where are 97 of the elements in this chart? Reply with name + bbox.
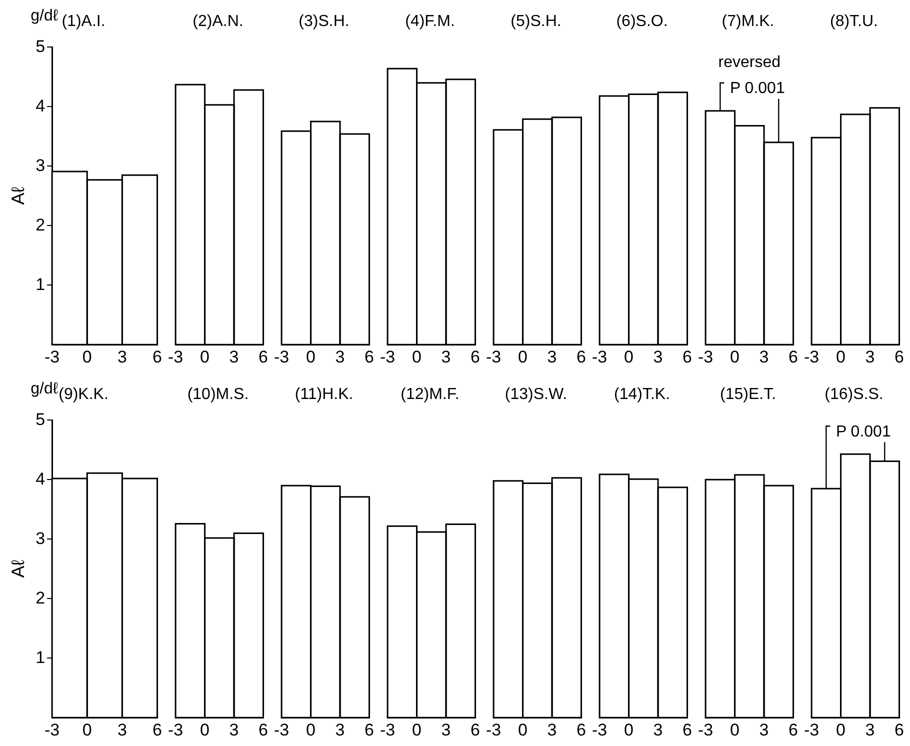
x-tick-label: 0 (412, 347, 422, 366)
text: g/dℓ (30, 380, 58, 398)
x-tick-label: 3 (229, 720, 239, 740)
x-tick-label: 6 (364, 720, 374, 740)
x-tick-label: 0 (624, 720, 634, 740)
x-tick-label: 0 (82, 720, 92, 740)
annotation: P 0.001 (730, 80, 785, 98)
x-tick-label: 6 (576, 347, 586, 366)
x-tick-label: -3 (698, 347, 714, 366)
x-tick-label: 0 (730, 347, 740, 366)
chart-title: (8)T.U. (830, 13, 878, 30)
chart-title: (10)M.S. (187, 386, 249, 404)
x-tick-label: 6 (788, 347, 798, 366)
x-tick-label: 6 (152, 720, 162, 740)
y-tick-label: 3 (36, 528, 46, 548)
y-tick-label: 2 (36, 215, 46, 234)
x-tick-label: 3 (759, 720, 769, 740)
x-tick-label: 6 (576, 720, 586, 740)
x-tick-label: 6 (258, 720, 268, 740)
x-tick-label: -3 (380, 720, 396, 740)
annotation: P 0.001 (836, 424, 891, 441)
x-tick-label: -3 (44, 347, 60, 366)
chart-title: (1)A.I. (62, 13, 106, 30)
x-tick-label: 3 (547, 347, 557, 366)
x-tick-label: 6 (682, 347, 692, 366)
x-tick-label: 3 (441, 347, 451, 366)
x-tick-label: 3 (865, 720, 875, 740)
x-tick-label: 3 (117, 347, 127, 366)
x-tick-label: -3 (592, 720, 608, 740)
x-tick-label: 0 (200, 347, 210, 366)
chart-title: (14)T.K. (614, 386, 670, 404)
chart-title: (5)S.H. (510, 13, 562, 30)
x-tick-label: 0 (518, 347, 528, 366)
x-tick-label: 6 (788, 720, 798, 740)
y-tick-label: 5 (36, 36, 46, 56)
x-tick-label: 3 (653, 347, 663, 366)
x-tick-label: -3 (592, 347, 608, 366)
y-axis-title: Aℓ (8, 560, 28, 578)
chart-title: (2)A.N. (192, 13, 244, 30)
x-tick-label: -3 (44, 720, 60, 740)
x-tick-label: -3 (380, 347, 396, 366)
chart-title: (4)F.M. (405, 13, 455, 30)
x-tick-label: 3 (335, 720, 345, 740)
y-tick-label: 5 (36, 410, 46, 429)
x-tick-label: 6 (682, 720, 692, 740)
x-tick-label: 3 (117, 720, 127, 740)
x-tick-label: 3 (865, 347, 875, 366)
x-tick-label: -3 (804, 720, 820, 740)
x-tick-label: -3 (698, 720, 714, 740)
x-tick-label: 3 (759, 347, 769, 366)
x-tick-label: -3 (804, 347, 820, 366)
x-tick-label: -3 (168, 720, 184, 740)
y-tick-label: 2 (36, 588, 46, 608)
y-tick-label: 1 (36, 274, 46, 294)
x-tick-label: 0 (836, 347, 846, 366)
x-tick-label: 3 (441, 720, 451, 740)
y-tick-label: 4 (36, 96, 46, 116)
text: g/dℓ (30, 7, 58, 24)
x-tick-label: 6 (470, 720, 480, 740)
x-tick-label: 3 (653, 720, 663, 740)
x-tick-label: 3 (335, 347, 345, 366)
x-tick-label: 6 (470, 347, 480, 366)
x-tick-label: 6 (894, 720, 904, 740)
x-tick-label: 6 (152, 347, 162, 366)
x-tick-label: 6 (894, 347, 904, 366)
x-tick-label: -3 (486, 720, 502, 740)
x-tick-label: 3 (229, 347, 239, 366)
x-tick-label: -3 (486, 347, 502, 366)
chart-title: (6)S.O. (616, 13, 668, 30)
y-tick-label: 3 (36, 156, 46, 175)
chart-title: (16)S.S. (824, 386, 884, 404)
chart-title: (9)K.K. (58, 386, 108, 404)
x-tick-label: 3 (547, 720, 557, 740)
x-tick-label: 0 (518, 720, 528, 740)
x-tick-label: 0 (624, 347, 634, 366)
x-tick-label: 0 (82, 347, 92, 366)
x-tick-label: 0 (412, 720, 422, 740)
chart-title: (13)S.W. (504, 386, 568, 404)
x-tick-label: 6 (364, 347, 374, 366)
chart-title: (7)M.K. (722, 13, 774, 30)
x-tick-label: 0 (836, 720, 846, 740)
x-tick-label: 0 (200, 720, 210, 740)
x-tick-label: -3 (274, 720, 290, 740)
x-tick-label: -3 (168, 347, 184, 366)
x-tick-label: 0 (306, 720, 316, 740)
x-tick-label: 0 (306, 347, 316, 366)
y-axis-title: Aℓ (8, 186, 28, 205)
x-tick-label: 6 (258, 347, 268, 366)
chart-title: (12)M.F. (400, 386, 460, 404)
x-tick-label: -3 (274, 347, 290, 366)
chart-title: (11)H.K. (294, 386, 354, 404)
chart-title: (3)S.H. (298, 13, 350, 30)
chart-title: (15)E.T. (720, 386, 776, 404)
y-tick-label: 4 (36, 469, 46, 488)
annotation: reversed (718, 54, 781, 72)
x-tick-label: 0 (730, 720, 740, 740)
y-tick-label: 1 (36, 648, 46, 667)
